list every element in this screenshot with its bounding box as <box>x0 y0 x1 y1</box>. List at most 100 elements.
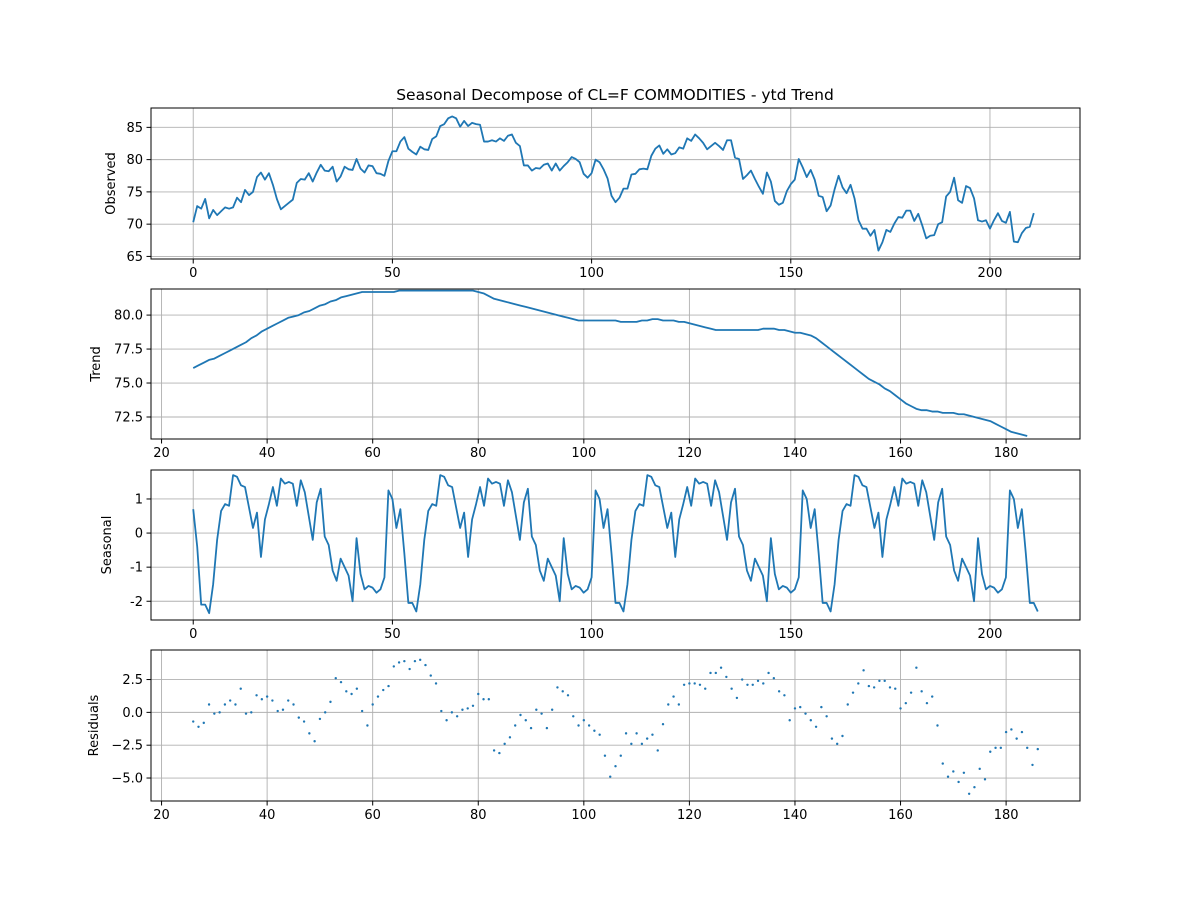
residuals-point <box>197 725 200 729</box>
residuals-xtick-label: 140 <box>783 808 808 823</box>
residuals-point <box>609 775 612 778</box>
residuals-point <box>355 687 359 690</box>
residuals-point <box>587 724 591 727</box>
residuals-point <box>403 659 406 663</box>
residuals-point <box>234 703 237 706</box>
residuals-point <box>482 698 485 701</box>
residuals-point <box>239 687 242 690</box>
residuals-point <box>656 749 659 752</box>
observed-ytick-label: 85 <box>126 121 143 136</box>
observed-xtick-label: 200 <box>978 266 1003 281</box>
residuals-xtick-label: 60 <box>364 808 381 823</box>
residuals-point <box>545 726 549 730</box>
residuals-point <box>704 687 707 690</box>
residuals-point <box>244 712 248 715</box>
residuals-xtick-label: 160 <box>888 808 913 823</box>
residuals-point <box>967 792 971 795</box>
residuals-point <box>640 742 644 746</box>
residuals-point <box>841 734 844 738</box>
trend-ylabel: Trend <box>89 346 104 383</box>
residuals-point <box>566 694 570 697</box>
residuals-point <box>767 671 770 675</box>
residuals-point <box>397 661 401 664</box>
observed-xtick-label: 150 <box>778 266 803 281</box>
residuals-point <box>677 703 681 706</box>
residuals-point <box>371 703 374 706</box>
residuals-point <box>698 683 702 686</box>
residuals-point <box>751 683 754 686</box>
residuals-point <box>999 746 1003 750</box>
residuals-point <box>693 682 696 685</box>
residuals-point <box>1026 746 1029 750</box>
residuals-point <box>872 686 876 689</box>
trend-xtick-label: 140 <box>783 446 808 461</box>
trend-ytick-label: 77.5 <box>114 343 143 358</box>
residuals-point <box>556 686 559 689</box>
seasonal-xtick-label: 150 <box>778 627 803 642</box>
residuals-point <box>382 688 385 692</box>
residuals-point <box>408 667 411 671</box>
residuals-point <box>292 703 295 706</box>
residuals-point <box>835 742 839 746</box>
residuals-point <box>387 684 390 688</box>
trend-ytick-label: 75.0 <box>114 377 143 392</box>
residuals-point <box>667 703 670 706</box>
trend-xtick-label: 160 <box>888 446 913 461</box>
residuals-point <box>265 695 269 698</box>
residuals-point <box>772 677 776 680</box>
residuals-point <box>223 703 227 706</box>
residuals-point <box>250 711 253 714</box>
residuals-point <box>540 712 543 715</box>
residuals-point <box>619 754 622 757</box>
residuals-point <box>492 749 496 752</box>
residuals-points <box>192 658 1039 795</box>
residuals-point <box>730 687 733 690</box>
observed-grid <box>151 108 1080 259</box>
observed-ytick-label: 70 <box>126 218 143 233</box>
residuals-point <box>281 708 285 711</box>
residuals-point <box>661 722 665 726</box>
residuals-point <box>888 686 892 689</box>
residuals-point <box>783 694 786 697</box>
residuals-point <box>271 699 274 702</box>
residuals-point <box>1036 747 1039 751</box>
observed-ytick-label: 75 <box>126 185 143 200</box>
residuals-ytick-label: 0.0 <box>122 706 143 721</box>
residuals-point <box>936 724 939 727</box>
residuals-point <box>735 696 739 700</box>
residuals-point <box>915 666 918 669</box>
residuals-point <box>719 666 723 669</box>
residuals-point <box>276 709 279 713</box>
residuals-point <box>1015 737 1018 740</box>
residuals-point <box>550 708 554 711</box>
residuals-point <box>957 780 960 784</box>
residuals-point <box>440 709 443 713</box>
residuals-point <box>323 711 327 714</box>
residuals-point <box>651 733 654 736</box>
seasonal-ytick-label: 0 <box>135 527 143 542</box>
residuals-point <box>883 679 886 683</box>
observed-xtick-label: 0 <box>189 266 197 281</box>
trend-ytick-label: 80.0 <box>114 309 143 324</box>
residuals-point <box>946 775 950 778</box>
seasonal-ytick-label: -2 <box>130 595 143 610</box>
residuals-point <box>862 669 865 672</box>
residuals-point <box>519 713 522 717</box>
residuals-point <box>809 719 812 722</box>
residuals-point <box>413 659 417 663</box>
trend-axes-frame <box>150 288 1081 440</box>
trend-xtick-label: 80 <box>470 446 487 461</box>
residuals-point <box>857 682 860 685</box>
residuals-point <box>788 719 791 722</box>
residuals-point <box>1004 730 1008 734</box>
residuals-point <box>904 701 908 705</box>
residuals-xtick-label: 80 <box>470 808 487 823</box>
trend-xtick-label: 20 <box>153 446 170 461</box>
residuals-xtick-label: 40 <box>259 808 276 823</box>
residuals-point <box>572 715 575 718</box>
residuals-plot-area <box>151 650 1080 801</box>
residuals-point <box>682 683 686 686</box>
residuals-point <box>851 691 855 694</box>
